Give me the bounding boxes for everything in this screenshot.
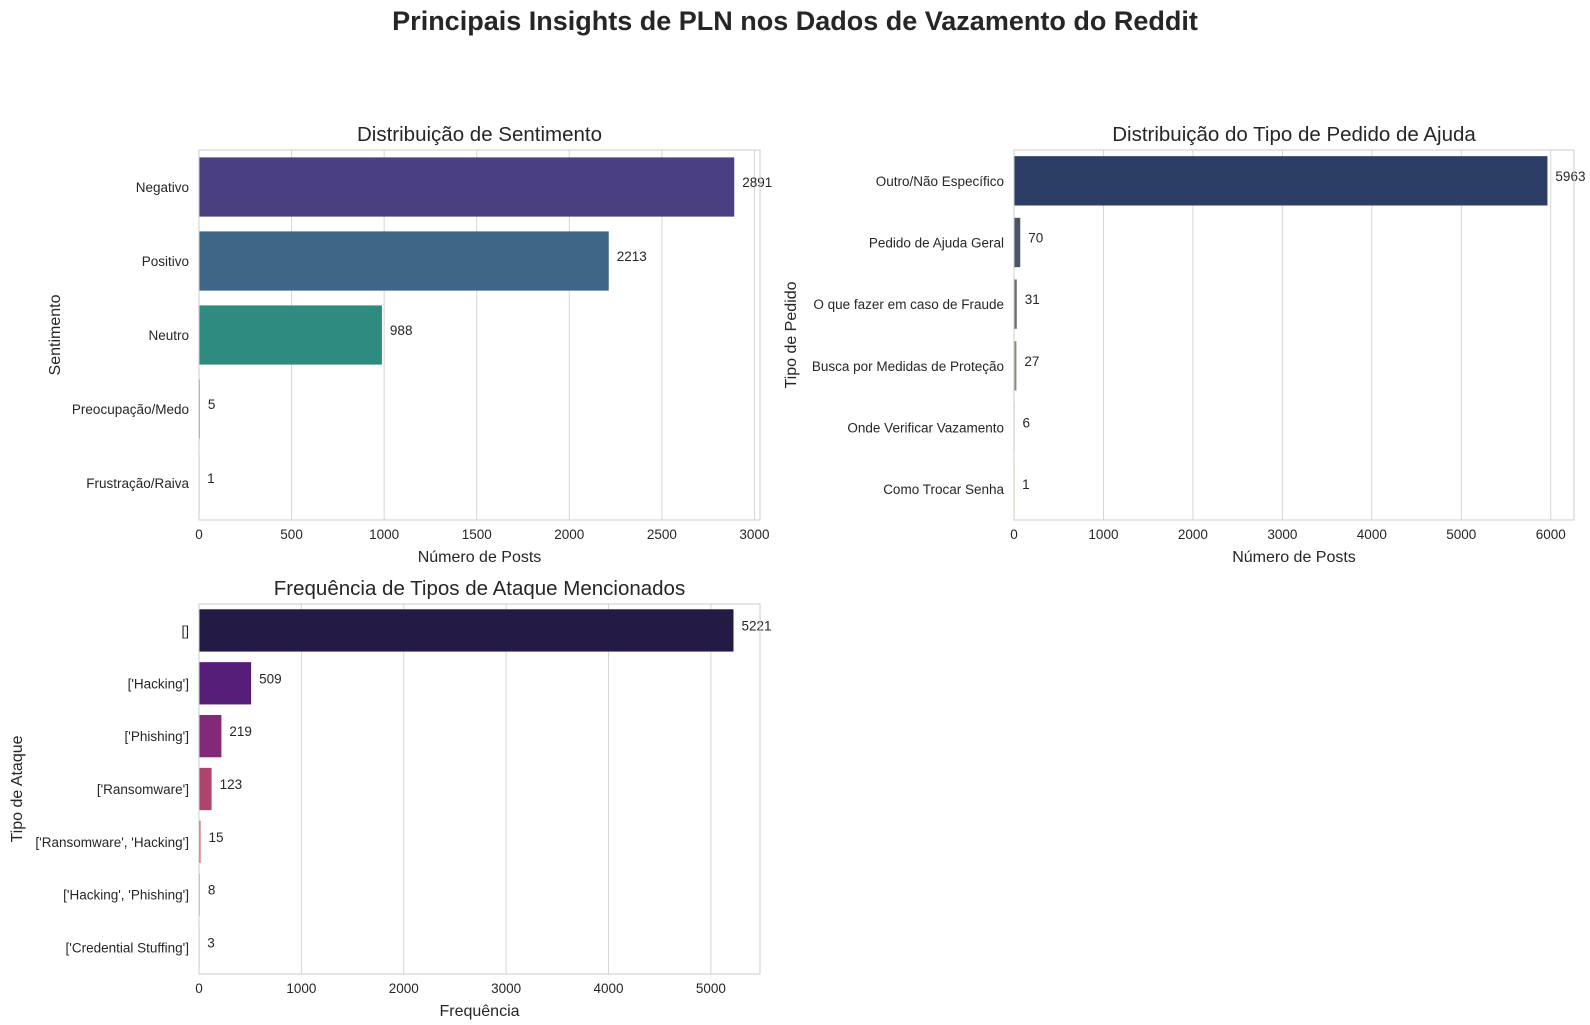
chart-1-category-label: Outro/Não Específico [876,174,1004,189]
chart-1-xtick-label: 3000 [1267,527,1297,542]
chart-2-data-label: 123 [220,777,243,792]
chart-1-data-label: 70 [1028,231,1043,246]
chart-0-xtick-label: 2000 [554,527,584,542]
chart-0-data-label: 2213 [617,249,647,264]
chart-0-category-label: Positivo [142,254,189,269]
chart-2-bar-empty [199,609,734,652]
chart-1-bar-outro-nao-especifico [1014,156,1548,206]
chart-2-bar-hacking [199,662,252,705]
chart-1-xtick-label: 0 [1010,527,1018,542]
chart-2-category-label: ['Hacking'] [128,676,189,691]
chart-0-xtick-label: 0 [195,527,203,542]
chart-1-data-label: 5963 [1555,169,1585,184]
chart-1-x-axis-label: Número de Posts [1232,549,1356,566]
attack-type-chart: [] 5221 ['Hacking'] 509 ['Phishing'] 219 ['Ran… [9,577,772,1020]
chart-2-xtick-label: 2000 [389,981,419,996]
chart-1-bar-busca-por-medidas-de-protecao [1014,341,1017,391]
chart-1-title: Distribuição do Tipo de Pedido de Ajuda [1112,123,1476,146]
chart-0-bar-neutro [199,305,382,365]
chart-1-xtick-label: 4000 [1357,527,1387,542]
chart-2-bar-ransomware-hacking [199,820,201,863]
chart-0-category-label: Frustração/Raiva [86,476,189,491]
chart-1-bar-pedido-de-ajuda-geral [1014,217,1021,268]
chart-2-category-label: ['Credential Stuffing'] [66,941,189,956]
chart-0-xtick-label: 2500 [647,527,677,542]
chart-0-data-label: 988 [390,323,413,338]
chart-1-frame [1013,149,1575,521]
chart-0-x-axis-label: Número de Posts [418,549,542,566]
chart-1-xtick-label: 6000 [1536,527,1566,542]
chart-2-data-label: 15 [209,830,224,845]
chart-1-data-label: 6 [1023,416,1031,431]
chart-2-category-label: ['Hacking', 'Phishing'] [63,888,189,903]
sentiment-chart: Negativo 2891 Positivo 2213 Neutro 988 Preocup… [47,123,772,566]
chart-1-xtick-label: 2000 [1178,527,1208,542]
chart-1-category-label: Busca por Medidas de Proteção [812,359,1004,374]
chart-2-y-axis-label: Tipo de Ataque [9,735,26,842]
chart-0-data-label: 2891 [742,175,772,190]
chart-2-frame [198,603,761,975]
chart-1-category-label: Onde Verificar Vazamento [847,421,1004,436]
chart-0-xtick-label: 1000 [369,527,399,542]
chart-1-y-axis-label: Tipo de Pedido [783,281,800,388]
figure-title: Principais Insights de PLN nos Dados de … [392,6,1198,36]
chart-0-category-label: Negativo [136,180,189,195]
chart-0-title: Distribuição de Sentimento [357,123,602,146]
chart-1-category-label: O que fazer em caso de Fraude [813,297,1004,312]
chart-1-bar-o-que-fazer-em-caso-de-fraude [1014,279,1017,329]
chart-2-data-label: 3 [207,936,215,951]
chart-1-category-label: Como Trocar Senha [883,482,1004,497]
chart-1-category-label: Pedido de Ajuda Geral [869,236,1004,251]
chart-1-data-label: 27 [1024,354,1039,369]
chart-0-category-label: Preocupação/Medo [72,402,189,417]
chart-2-category-label: ['Phishing'] [125,729,189,744]
chart-1-data-label: 1 [1022,477,1030,492]
chart-2-title: Frequência de Tipos de Ataque Mencionado… [274,577,685,600]
chart-1-xtick-label: 5000 [1446,527,1476,542]
chart-0-data-label: 5 [208,397,216,412]
chart-1-xtick-label: 1000 [1088,527,1118,542]
chart-0-frame [198,149,761,521]
chart-2-category-label: ['Ransomware'] [97,782,189,797]
chart-0-y-axis-label: Sentimento [47,294,64,375]
chart-2-xtick-label: 4000 [593,981,623,996]
chart-2-category-label: [] [181,623,189,638]
chart-0-data-label: 1 [207,471,215,486]
chart-2-xtick-label: 3000 [491,981,521,996]
chart-2-bar-phishing [199,715,222,758]
chart-0-xtick-label: 1500 [462,527,492,542]
help-request-chart: Outro/Não Específico 5963 Pedido de Ajuda … [783,123,1585,566]
chart-0-xtick-label: 500 [280,527,303,542]
chart-2-xtick-label: 5000 [696,981,726,996]
chart-0-category-label: Neutro [148,328,189,343]
chart-2-bar-ransomware [199,767,212,811]
chart-0-xtick-label: 3000 [739,527,769,542]
chart-0-bar-positivo [199,231,609,291]
chart-2-data-label: 8 [208,883,216,898]
chart-2-x-axis-label: Frequência [439,1003,519,1020]
chart-1-data-label: 31 [1025,292,1040,307]
chart-2-xtick-label: 0 [195,981,203,996]
chart-2-data-label: 509 [259,671,282,686]
chart-2-data-label: 219 [229,724,252,739]
chart-2-category-label: ['Ransomware', 'Hacking'] [35,835,189,850]
chart-2-data-label: 5221 [741,618,771,633]
chart-2-xtick-label: 1000 [286,981,316,996]
chart-0-bar-negativo [199,157,735,217]
